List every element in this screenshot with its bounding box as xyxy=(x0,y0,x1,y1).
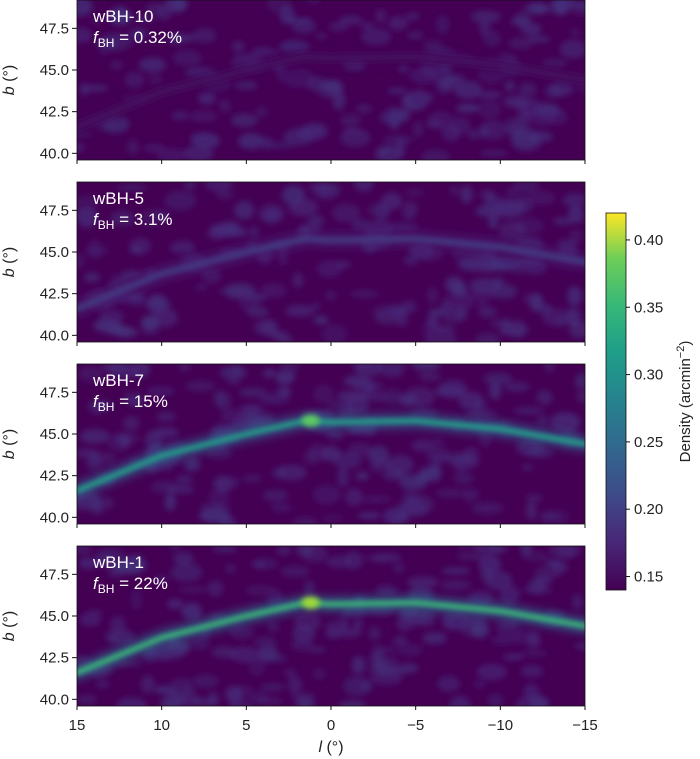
y-tick-label: 45.0 xyxy=(40,608,69,625)
x-tick-label: 15 xyxy=(69,717,86,734)
x-tick-label: 10 xyxy=(153,717,170,734)
y-tick-label: 45.0 xyxy=(40,62,69,79)
x-axis: 15 10 5 0 −5 −10 −15 l (°) xyxy=(69,717,598,756)
y-tick-label: 47.5 xyxy=(40,566,69,583)
y-tick-label: 47.5 xyxy=(40,202,69,219)
panels-layer: 40.0 42.5 45.0 47.5 b (°) 40.0 42.5 45.0 47.5 b (… xyxy=(1,0,586,710)
x-axis-label: l (°) xyxy=(318,739,343,756)
y-tick-label: 42.5 xyxy=(40,104,69,121)
model-name: wBH-7 xyxy=(93,371,145,390)
colorbar-tick-label: 0.40 xyxy=(634,232,663,249)
panel-annotation: wBH-1 fBH = 22% xyxy=(93,552,168,600)
y-tick-label: 47.5 xyxy=(40,384,69,401)
stream-track xyxy=(77,54,585,130)
y-tick-label: 40.0 xyxy=(40,509,69,526)
colorbar-tick-label: 0.20 xyxy=(634,501,663,518)
y-axis-label: b (°) xyxy=(1,611,18,641)
y-tick-label: 42.5 xyxy=(40,468,69,485)
x-tick-label: −15 xyxy=(572,717,597,734)
x-tick-label: 5 xyxy=(242,717,250,734)
y-tick-label: 42.5 xyxy=(40,650,69,667)
model-name: wBH-10 xyxy=(93,7,154,26)
colorbar: 0.15 0.20 0.25 0.30 0.35 0.40 Density (arcmin−… xyxy=(605,212,694,591)
heatmap-panel-wbh-10: 40.0 42.5 45.0 47.5 b (°) xyxy=(1,0,586,164)
bh-fraction: fBH = 15% xyxy=(93,392,168,414)
heatmap-panel-wbh-5: 40.0 42.5 45.0 47.5 b (°) xyxy=(1,181,586,346)
stream-track xyxy=(77,236,585,312)
panel-annotation: wBH-5 fBH = 3.1% xyxy=(93,188,173,236)
model-name: wBH-1 xyxy=(93,553,145,572)
panel-annotation: wBH-7 fBH = 15% xyxy=(93,370,168,418)
colorbar-gradient xyxy=(605,212,627,591)
bh-fraction: fBH = 3.1% xyxy=(93,210,173,232)
y-tick-label: 40.0 xyxy=(40,327,69,344)
y-axis-label: b (°) xyxy=(1,429,18,459)
y-tick-label: 42.5 xyxy=(40,286,69,303)
bh-fraction: fBH = 0.32% xyxy=(93,28,182,50)
y-tick-label: 40.0 xyxy=(40,145,69,162)
x-tick-label: 0 xyxy=(327,717,335,734)
colorbar-tick-label: 0.25 xyxy=(634,434,663,451)
y-tick-label: 45.0 xyxy=(40,244,69,261)
y-axis-label: b (°) xyxy=(1,65,18,95)
colorbar-label: Density (arcmin−2) xyxy=(675,341,694,463)
stream-density-peak xyxy=(301,414,320,427)
colorbar-tick-label: 0.15 xyxy=(634,569,663,586)
heatmap-panel-wbh-7: 40.0 42.5 45.0 47.5 b (°) xyxy=(1,363,586,528)
stream-density-peak xyxy=(301,596,320,609)
panel-annotation: wBH-10 fBH = 0.32% xyxy=(93,6,182,54)
heatmap-panel-wbh-1: 40.0 42.5 45.0 47.5 b (°) xyxy=(1,545,586,710)
y-tick-label: 40.0 xyxy=(40,691,69,708)
y-tick-label: 47.5 xyxy=(40,20,69,37)
y-tick-label: 45.0 xyxy=(40,426,69,443)
y-axis-label: b (°) xyxy=(1,247,18,277)
x-tick-label: −10 xyxy=(488,717,513,734)
x-tick-label: −5 xyxy=(407,717,424,734)
colorbar-tick-label: 0.30 xyxy=(634,367,663,384)
bh-fraction: fBH = 22% xyxy=(93,574,168,596)
colorbar-tick-label: 0.35 xyxy=(634,299,663,316)
model-name: wBH-5 xyxy=(93,189,145,208)
